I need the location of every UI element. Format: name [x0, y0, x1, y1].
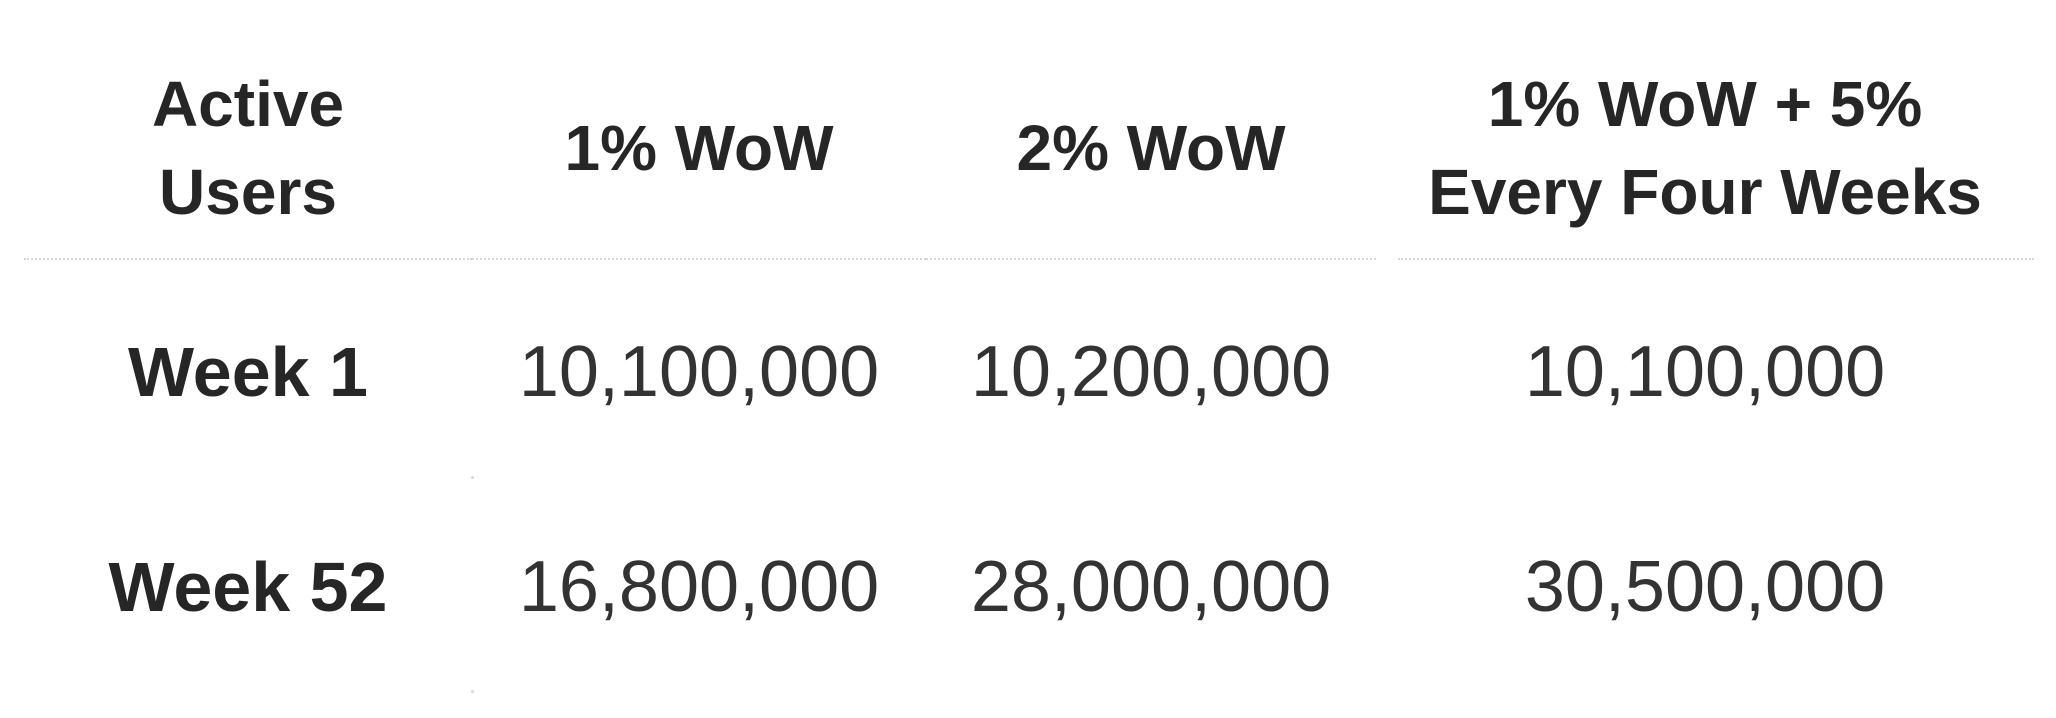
scan-speck — [471, 690, 474, 693]
cell-week-1-1pct-wow-plus-5pct: 10,100,000 — [1524, 332, 1886, 412]
header-divider — [24, 258, 472, 260]
cell-week-52-2pct-wow: 28,000,000 — [970, 547, 1332, 627]
column-1pct-wow: 1% WoW 10,100,000 16,800,000 — [472, 0, 926, 718]
row-label-week-52: Week 52 — [108, 548, 388, 626]
cell-week-1-2pct-wow: 10,200,000 — [970, 332, 1332, 412]
header-divider — [472, 258, 926, 260]
cell-week-52-1pct-wow: 16,800,000 — [518, 547, 880, 627]
column-1pct-wow-plus-5pct: 1% WoW + 5% Every Four Weeks 10,100,000 … — [1376, 0, 2034, 718]
header-1pct-wow: 1% WoW — [564, 112, 834, 184]
header-active-users: Active Users — [151, 68, 345, 228]
cell-week-52-1pct-wow-plus-5pct: 30,500,000 — [1524, 547, 1886, 627]
column-active-users: Active Users Week 1 Week 52 — [24, 0, 472, 718]
column-2pct-wow: 2% WoW 10,200,000 28,000,000 — [926, 0, 1376, 718]
scan-speck — [471, 476, 474, 479]
row-label-week-1: Week 1 — [128, 333, 368, 411]
header-1pct-wow-plus-5pct: 1% WoW + 5% Every Four Weeks — [1428, 68, 1982, 228]
cell-week-1-1pct-wow: 10,100,000 — [518, 332, 880, 412]
header-divider — [926, 258, 1376, 260]
header-divider — [1398, 258, 2034, 260]
header-2pct-wow: 2% WoW — [1016, 112, 1286, 184]
growth-comparison-table: Active Users Week 1 Week 52 1% WoW 10,10… — [24, 0, 2034, 718]
